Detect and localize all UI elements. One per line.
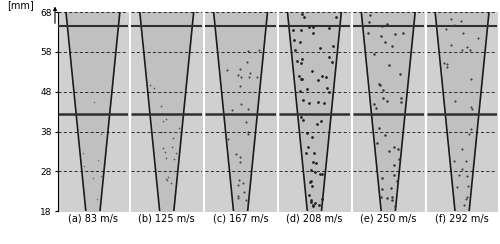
X-axis label: (f) 292 m/s: (f) 292 m/s bbox=[435, 214, 489, 224]
X-axis label: (e) 250 m/s: (e) 250 m/s bbox=[360, 214, 416, 224]
X-axis label: (a) 83 m/s: (a) 83 m/s bbox=[68, 214, 118, 224]
X-axis label: (c) 167 m/s: (c) 167 m/s bbox=[213, 214, 268, 224]
X-axis label: (d) 208 m/s: (d) 208 m/s bbox=[286, 214, 343, 224]
X-axis label: (b) 125 m/s: (b) 125 m/s bbox=[138, 214, 195, 224]
Text: [mm]: [mm] bbox=[6, 0, 34, 10]
